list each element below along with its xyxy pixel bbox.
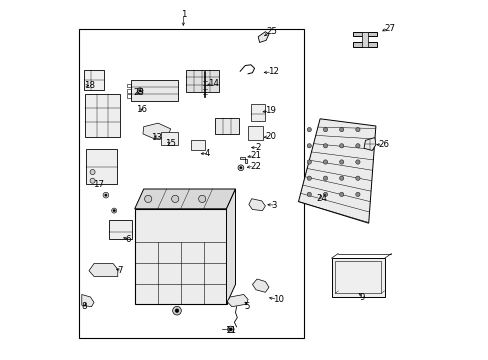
Bar [131,80,178,101]
Bar [127,94,131,98]
Circle shape [339,192,343,197]
Text: 27: 27 [384,23,394,32]
Text: 22: 22 [249,162,261,171]
Bar [191,140,204,150]
Polygon shape [258,32,268,42]
Text: 20: 20 [265,132,276,141]
Polygon shape [248,199,265,211]
Bar [186,70,218,92]
Text: 10: 10 [273,295,284,304]
Text: 7: 7 [118,266,123,275]
Circle shape [355,192,359,197]
Circle shape [355,127,359,132]
Circle shape [198,195,205,202]
Bar [127,84,131,87]
Circle shape [139,90,141,92]
Circle shape [306,192,311,197]
Polygon shape [89,264,118,276]
Text: 13: 13 [151,133,162,142]
Circle shape [113,210,115,212]
Circle shape [90,178,95,183]
Bar [335,261,381,293]
Circle shape [90,170,95,175]
Text: 1: 1 [180,10,185,19]
Bar [247,126,262,140]
Text: 24: 24 [316,194,327,203]
Circle shape [239,167,242,169]
Bar [84,70,103,90]
Circle shape [227,326,234,333]
Text: 14: 14 [208,79,219,88]
Bar [86,149,117,184]
Text: 12: 12 [267,68,278,77]
Circle shape [355,160,359,164]
Bar [79,29,303,338]
Polygon shape [252,279,268,292]
Circle shape [238,165,244,171]
Text: 2: 2 [255,143,260,152]
Circle shape [175,309,179,312]
Text: 16: 16 [136,105,147,114]
Text: 5: 5 [244,302,249,311]
Circle shape [104,194,107,196]
Circle shape [306,144,311,148]
Text: 21: 21 [249,151,261,160]
Bar [250,104,264,121]
Text: 4: 4 [204,149,210,158]
Circle shape [306,127,311,132]
Text: 3: 3 [271,201,276,210]
Circle shape [103,192,108,198]
Polygon shape [227,294,247,307]
Circle shape [323,176,327,180]
Bar [215,118,239,134]
Bar [361,32,367,47]
Bar [134,209,226,304]
Circle shape [172,306,181,315]
Text: 19: 19 [265,107,276,115]
Circle shape [323,160,327,164]
Circle shape [306,160,311,164]
Text: 26: 26 [378,140,388,149]
Bar [85,94,120,137]
Polygon shape [226,189,235,304]
Circle shape [323,192,327,197]
Bar [127,89,131,93]
Text: 6: 6 [125,235,131,244]
Polygon shape [142,123,170,139]
Polygon shape [240,157,247,163]
Text: 15: 15 [164,139,175,148]
Polygon shape [363,138,375,150]
Text: 8: 8 [81,302,86,311]
Circle shape [339,176,343,180]
Circle shape [355,176,359,180]
Circle shape [323,144,327,148]
Circle shape [323,127,327,132]
Circle shape [306,176,311,180]
Circle shape [137,88,142,94]
Circle shape [339,127,343,132]
Polygon shape [298,119,375,223]
Text: 9: 9 [359,292,365,302]
Text: 25: 25 [265,27,277,36]
Bar [331,258,384,297]
Circle shape [229,328,232,331]
Circle shape [144,195,151,202]
Bar [161,132,178,145]
Circle shape [171,195,179,202]
Text: 23: 23 [133,88,144,97]
Circle shape [339,160,343,164]
Bar [352,32,376,36]
Text: 17: 17 [92,180,103,189]
Circle shape [111,208,117,213]
Circle shape [355,144,359,148]
Bar [352,42,376,47]
Polygon shape [134,189,235,209]
Text: 11: 11 [224,326,235,335]
Text: 18: 18 [84,81,95,90]
Bar [109,220,132,239]
Circle shape [339,144,343,148]
Polygon shape [81,294,94,307]
